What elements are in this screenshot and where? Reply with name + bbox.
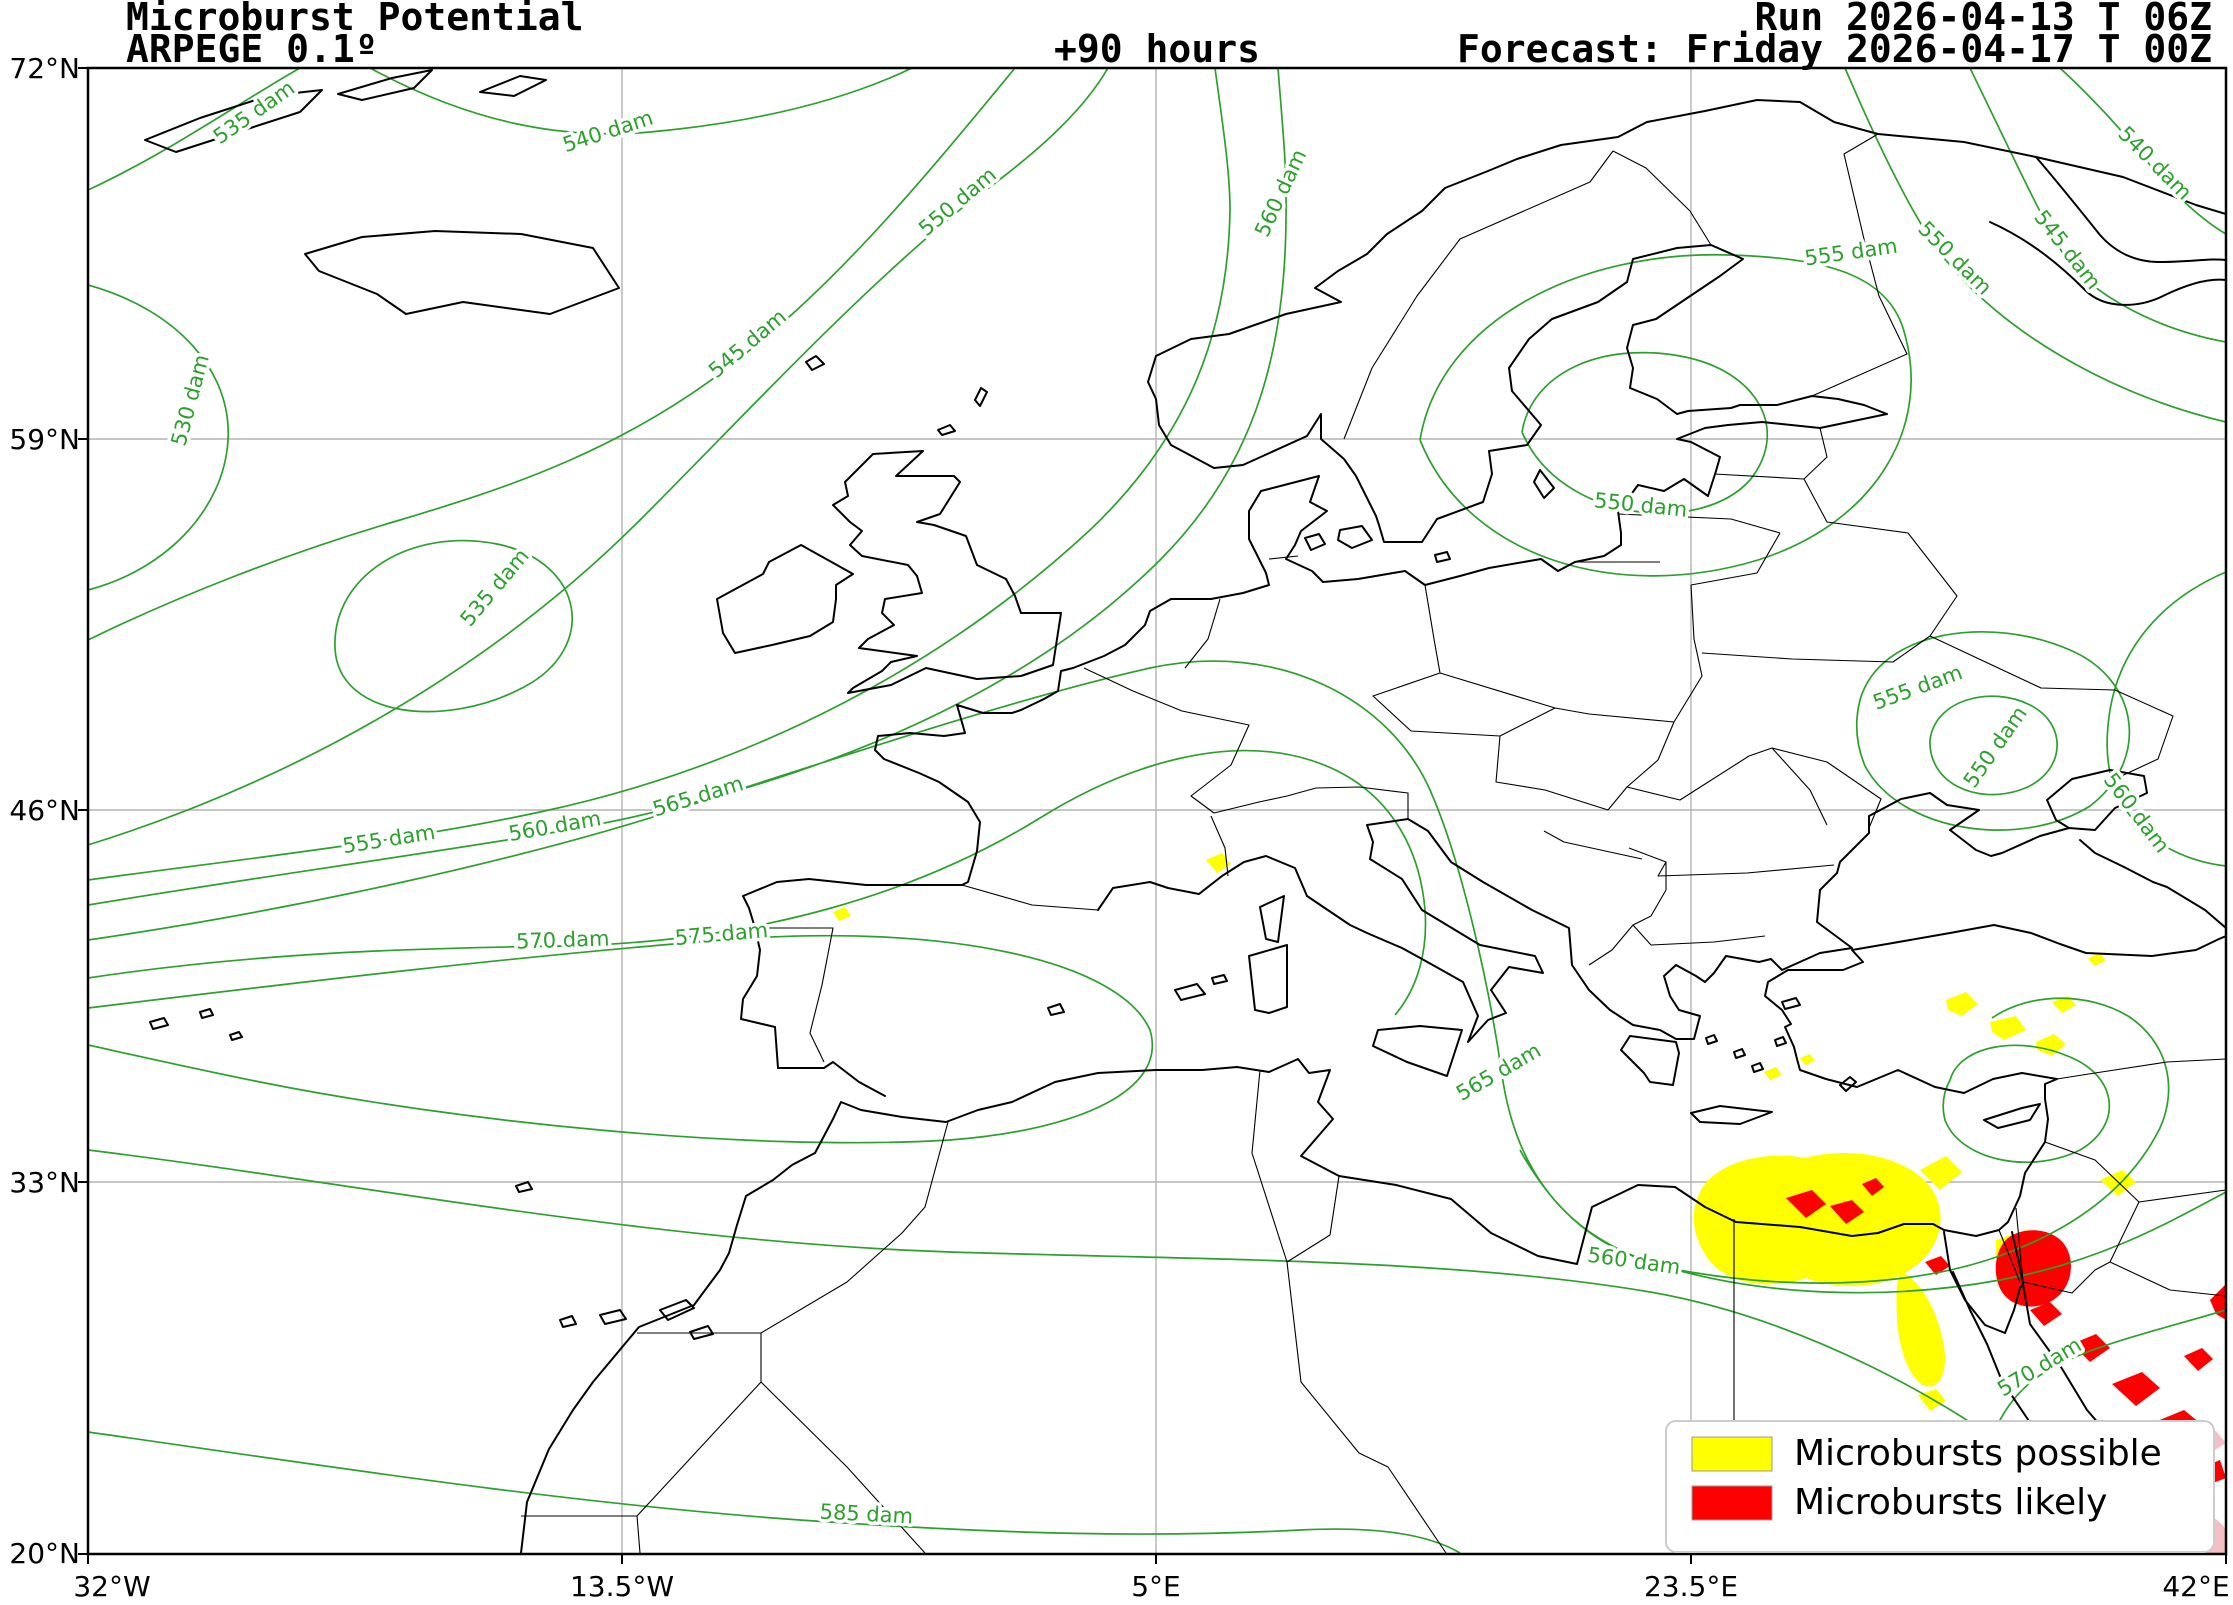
lat-tick: 72°N — [9, 52, 80, 85]
axis-tick-marks — [78, 67, 2227, 1564]
peloponnese-coast — [1620, 1035, 1680, 1086]
lon-tick: 13.5°W — [570, 1570, 674, 1603]
greenland-coast — [144, 69, 547, 153]
microburst-likely-shape — [1786, 1178, 2226, 1512]
iberia-to-scandinavia-coast — [740, 99, 2226, 1097]
country-borders — [521, 133, 2226, 1554]
contour-label: 570 dam — [516, 926, 610, 953]
contour-label: 555 dam — [1803, 234, 1899, 271]
border-lines — [521, 133, 2226, 1554]
mediterranean-atlantic-islands — [149, 469, 2041, 1340]
lat-tick: 46°N — [9, 794, 80, 827]
lat-tick: 33°N — [9, 1166, 80, 1199]
contour-label: 550 dam — [1913, 217, 1996, 300]
page-title: Microburst Potential — [126, 0, 584, 39]
contour-lines — [88, 68, 2226, 1554]
contour-label: 545 dam — [2029, 205, 2105, 293]
coastlines — [144, 69, 2226, 1554]
contour-label: 550 dam — [1593, 488, 1688, 522]
great-britain-coast — [832, 450, 1062, 694]
model-label: ARPEGE 0.1º — [126, 27, 378, 71]
contour-label: 540 dam — [2113, 122, 2196, 205]
contour-label: 535 dam — [209, 76, 299, 149]
contour-label: 560 dam — [507, 806, 603, 846]
faroe-shetland-islands — [805, 355, 988, 436]
lon-tick: 5°E — [1131, 1570, 1181, 1603]
lon-tick: 23.5°E — [1644, 1570, 1738, 1603]
longitude-axis: 32°W 13.5°W 5°E 23.5°E 42°E — [73, 1570, 2229, 1603]
contour-label: 550 dam — [1959, 702, 2032, 792]
contour-labels: 535 dam 540 dam 550 dam 560 dam 555 dam 550 d… — [163, 72, 2200, 1532]
mediterranean-balkans-black-sea-coast — [1097, 769, 2226, 1043]
contour-label: 535 dam — [455, 544, 533, 631]
geopotential-contours — [88, 68, 2226, 1554]
forecast-label: Forecast: Friday 2026-04-17 T 00Z — [1457, 27, 2212, 71]
contour-label: 570 dam — [1993, 1333, 2085, 1402]
lon-tick: 32°W — [73, 1570, 150, 1603]
contour-label: 540 dam — [560, 105, 656, 157]
microburst-possible-areas — [833, 853, 2136, 1411]
legend-swatch-likely — [1691, 1485, 1773, 1521]
contour-label: 585 dam — [819, 1500, 914, 1529]
legend: Microbursts possible Microbursts likely — [1665, 1420, 2215, 1553]
run-label: Run 2026-04-13 T 06Z — [1754, 0, 2212, 39]
lat-tick: 20°N — [9, 1537, 80, 1570]
latitude-axis: 72°N 59°N 46°N 33°N 20°N — [9, 52, 80, 1570]
white-sea-coast — [1989, 156, 2226, 306]
contour-label: 560 dam — [1586, 1243, 1682, 1280]
africa-levant-turkey-coast — [520, 924, 2226, 1554]
lat-tick: 59°N — [9, 423, 80, 456]
legend-label-likely: Microbursts likely — [1794, 1482, 2107, 1523]
lon-tick: 42°E — [2162, 1570, 2229, 1603]
legend-box — [1665, 1420, 2215, 1553]
legend-label-possible: Microbursts possible — [1794, 1433, 2162, 1474]
microburst-possible-shape — [833, 853, 2136, 1411]
contour-label: 530 dam — [167, 352, 214, 448]
microburst-likely-areas — [1786, 1178, 2226, 1512]
ireland-coast — [716, 544, 854, 654]
contour-label: 545 dam — [704, 304, 791, 382]
contour-label: 575 dam — [674, 918, 769, 950]
legend-swatch-possible — [1691, 1436, 1773, 1472]
iceland-coast — [304, 230, 620, 315]
lead-time-label: +90 hours — [1054, 27, 1260, 71]
contour-label: 560 dam — [1250, 146, 1311, 241]
